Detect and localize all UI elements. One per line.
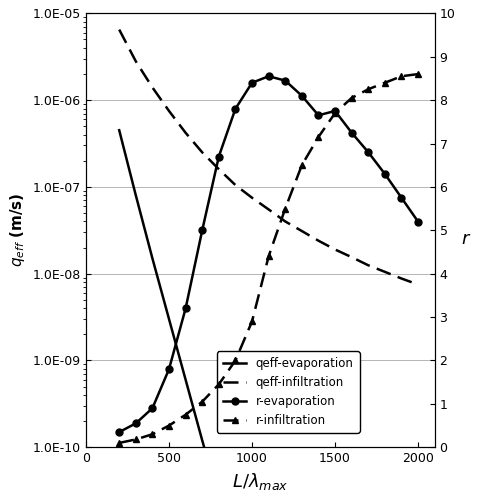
- r-infiltration: [183, 412, 189, 418]
- r-evaporation: [398, 194, 404, 200]
- r-infiltration: [415, 71, 421, 77]
- qeff-infiltration: [365, 262, 371, 268]
- Line: qeff-infiltration: qeff-infiltration: [119, 30, 418, 284]
- r-infiltration: [315, 134, 321, 140]
- r-infiltration: [166, 422, 172, 428]
- qeff-infiltration: [315, 238, 321, 244]
- r-evaporation: [315, 112, 321, 118]
- r-evaporation: [216, 154, 222, 160]
- r-infiltration: [365, 86, 371, 92]
- Line: qeff-evaporation: qeff-evaporation: [119, 130, 418, 500]
- r-evaporation: [116, 429, 122, 435]
- r-infiltration: [266, 254, 272, 260]
- r-evaporation: [365, 149, 371, 155]
- qeff-evaporation: [133, 192, 139, 198]
- qeff-infiltration: [232, 182, 238, 188]
- r-infiltration: [150, 431, 156, 437]
- r-evaporation: [382, 171, 388, 177]
- Y-axis label: $r$: $r$: [461, 230, 472, 248]
- qeff-evaporation: [183, 376, 189, 382]
- r-infiltration: [199, 398, 205, 404]
- r-evaporation: [232, 106, 238, 112]
- Legend: qeff-evaporation, qeff-infiltration, r-evaporation, r-infiltration: qeff-evaporation, qeff-infiltration, r-e…: [217, 351, 360, 432]
- Line: r-infiltration: r-infiltration: [116, 70, 421, 446]
- r-evaporation: [166, 366, 172, 372]
- qeff-infiltration: [382, 269, 388, 275]
- r-infiltration: [398, 74, 404, 80]
- r-evaporation: [415, 218, 421, 224]
- r-infiltration: [232, 358, 238, 364]
- qeff-infiltration: [133, 58, 139, 64]
- Line: r-evaporation: r-evaporation: [116, 73, 421, 436]
- qeff-infiltration: [299, 228, 305, 234]
- r-evaporation: [249, 80, 255, 86]
- r-infiltration: [216, 382, 222, 388]
- r-evaporation: [332, 108, 338, 114]
- qeff-evaporation: [166, 316, 172, 322]
- r-infiltration: [382, 80, 388, 86]
- r-evaporation: [349, 130, 355, 136]
- r-infiltration: [133, 436, 139, 442]
- qeff-infiltration: [332, 246, 338, 252]
- qeff-infiltration: [415, 282, 421, 288]
- r-evaporation: [150, 405, 156, 411]
- Y-axis label: $q_{eff}\ \mathbf{(m/s)}$: $q_{eff}\ \mathbf{(m/s)}$: [8, 193, 27, 268]
- r-infiltration: [249, 318, 255, 324]
- r-infiltration: [116, 440, 122, 446]
- r-evaporation: [266, 74, 272, 80]
- r-evaporation: [199, 228, 205, 234]
- qeff-infiltration: [216, 166, 222, 172]
- r-infiltration: [282, 206, 288, 212]
- qeff-infiltration: [116, 26, 122, 32]
- r-infiltration: [332, 110, 338, 116]
- qeff-infiltration: [349, 254, 355, 260]
- X-axis label: $L/\lambda_{max}$: $L/\lambda_{max}$: [232, 470, 288, 492]
- r-evaporation: [282, 78, 288, 84]
- qeff-evaporation: [199, 438, 205, 444]
- qeff-infiltration: [150, 84, 156, 90]
- r-infiltration: [299, 162, 305, 168]
- qeff-evaporation: [216, 496, 222, 500]
- qeff-infiltration: [166, 108, 172, 114]
- r-evaporation: [299, 93, 305, 99]
- qeff-evaporation: [116, 127, 122, 133]
- qeff-infiltration: [266, 206, 272, 212]
- r-evaporation: [133, 420, 139, 426]
- qeff-infiltration: [282, 218, 288, 224]
- qeff-infiltration: [249, 194, 255, 200]
- qeff-evaporation: [150, 256, 156, 262]
- qeff-infiltration: [199, 150, 205, 156]
- r-infiltration: [349, 95, 355, 101]
- qeff-infiltration: [398, 276, 404, 281]
- qeff-infiltration: [183, 130, 189, 136]
- r-evaporation: [183, 306, 189, 312]
